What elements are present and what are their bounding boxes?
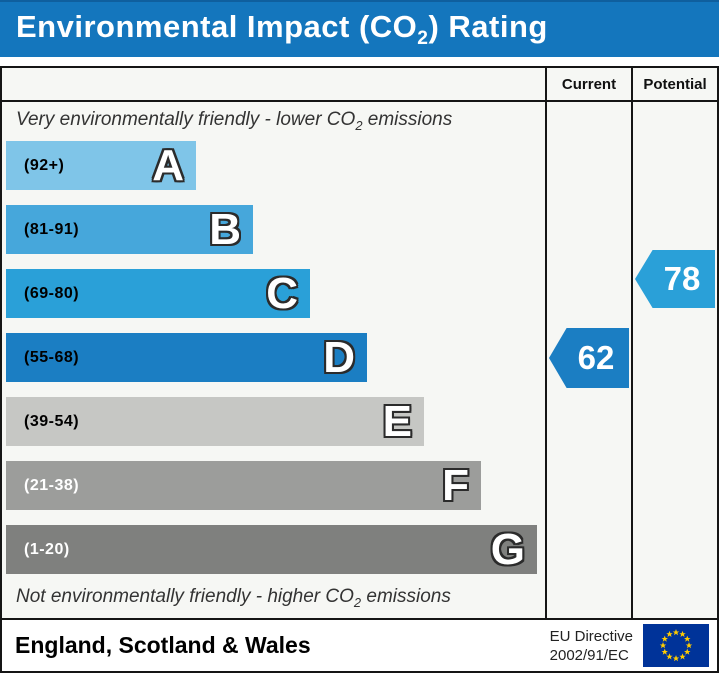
eu-directive-line2: 2002/91/EC [549, 646, 629, 664]
title-text-pre: Environmental Impact (CO [16, 8, 418, 44]
band-e-letter: E [381, 396, 413, 446]
potential-column-header: Potential [631, 68, 717, 100]
band-g-letter: G [490, 524, 527, 574]
band-d-range: (55-68) [24, 348, 80, 366]
caption-top: Very environmentally friendly - lower CO… [16, 109, 537, 133]
band-c-range: (69-80) [24, 284, 80, 302]
footer-bar: England, Scotland & Wales EU Directive 2… [0, 620, 719, 673]
band-a-range: (92+) [24, 156, 65, 174]
chart-title-bar: Environmental Impact (CO2) Rating [0, 0, 719, 57]
band-b-bar: (81-91) B [6, 205, 253, 254]
band-g-bar: (1-20) G [6, 525, 537, 574]
caption-bottom: Not environmentally friendly - higher CO… [16, 586, 537, 610]
eu-flag-icon [643, 624, 709, 667]
band-b-letter: B [208, 204, 242, 254]
band-c-letter: C [265, 268, 299, 318]
table-header-row: Current Potential [2, 68, 717, 102]
caption-bottom-pre: Not environmentally friendly - higher CO [16, 586, 354, 607]
current-rating-arrow: 62 [549, 328, 629, 388]
caption-bottom-subscript: 2 [353, 594, 362, 610]
band-d-bar: (55-68) D [6, 333, 367, 382]
potential-column: 78 [631, 102, 717, 618]
rating-table: Current Potential Very environmentally f… [0, 66, 719, 620]
current-column-header: Current [545, 68, 631, 100]
band-a-bar: (92+) A [6, 141, 196, 190]
potential-rating-arrow: 78 [635, 250, 715, 308]
caption-top-pre: Very environmentally friendly - lower CO [16, 109, 356, 130]
caption-bottom-post: emissions [361, 586, 451, 607]
eu-directive-text: EU Directive 2002/91/EC [550, 627, 633, 665]
band-e-range: (39-54) [24, 412, 80, 430]
band-b-range: (81-91) [24, 220, 80, 238]
band-d-letter: D [322, 332, 356, 382]
current-rating-value: 62 [577, 339, 615, 376]
eu-directive-group: EU Directive 2002/91/EC [550, 624, 717, 667]
band-a-letter: A [151, 140, 185, 190]
caption-top-subscript: 2 [355, 117, 363, 133]
table-body: Very environmentally friendly - lower CO… [2, 102, 717, 618]
table-header-spacer [2, 68, 545, 100]
band-f-range: (21-38) [24, 476, 80, 494]
band-f-bar: (21-38) F [6, 461, 481, 510]
caption-top-post: emissions [362, 109, 453, 130]
footer-region-label: England, Scotland & Wales [15, 632, 311, 658]
page-title: Environmental Impact (CO2) Rating [0, 9, 548, 50]
band-f-letter: F [441, 460, 470, 510]
title-text-post: ) Rating [428, 8, 548, 44]
band-e-bar: (39-54) E [6, 397, 424, 446]
potential-rating-value: 78 [663, 260, 701, 297]
bands-column: Very environmentally friendly - lower CO… [2, 102, 545, 618]
current-column: 62 [545, 102, 631, 618]
band-g-range: (1-20) [24, 540, 70, 558]
eu-directive-line1: EU Directive [549, 627, 633, 645]
band-c-bar: (69-80) C [6, 269, 310, 318]
title-subscript: 2 [417, 28, 429, 50]
